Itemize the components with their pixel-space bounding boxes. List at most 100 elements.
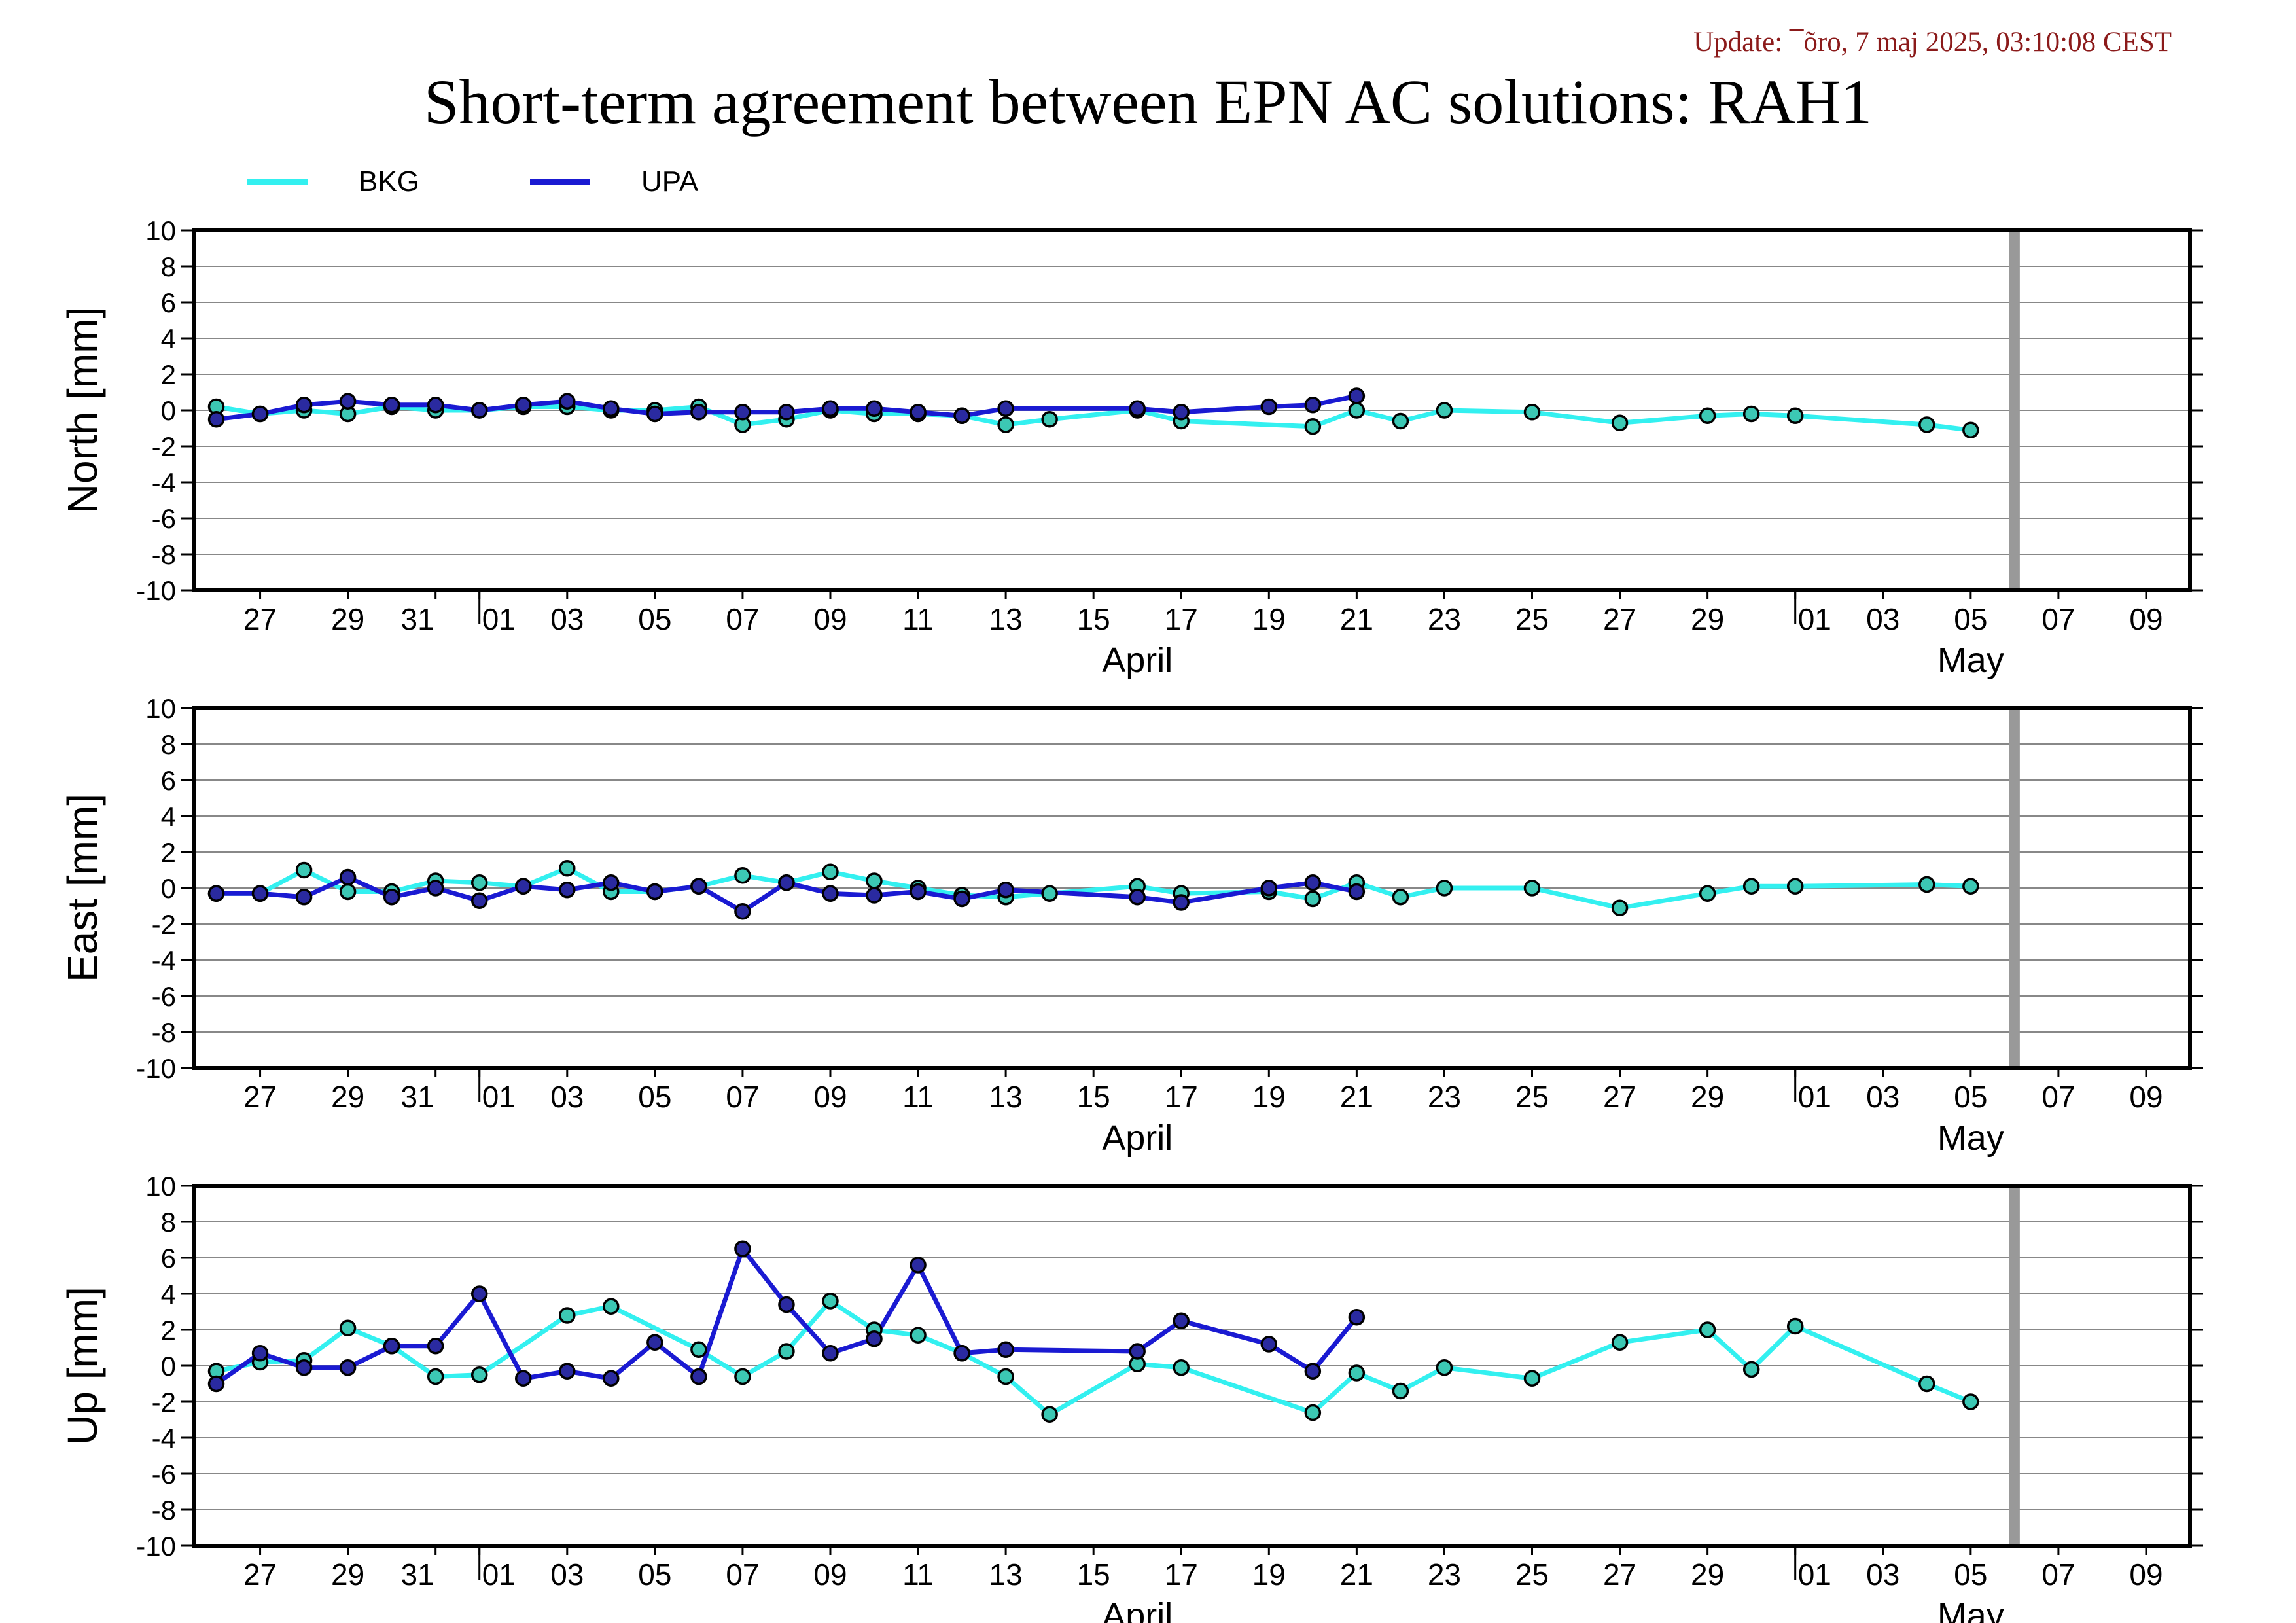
data-point-upa bbox=[207, 411, 225, 428]
data-point-upa bbox=[690, 404, 707, 421]
x-tick-label: 01 bbox=[1798, 1080, 1831, 1114]
data-point-bkg bbox=[822, 1293, 839, 1310]
data-point-upa bbox=[734, 1240, 751, 1257]
data-point-bkg bbox=[1699, 407, 1716, 424]
data-point-upa bbox=[866, 400, 883, 417]
data-point-upa bbox=[953, 890, 970, 908]
data-point-bkg bbox=[1742, 1361, 1760, 1378]
x-tick-label: 21 bbox=[1340, 602, 1373, 636]
data-point-upa bbox=[1129, 400, 1146, 417]
data-point-upa bbox=[1173, 1312, 1190, 1329]
x-tick-label: 07 bbox=[726, 1558, 759, 1592]
series-markers-upa bbox=[207, 387, 1366, 428]
data-point-upa bbox=[1348, 883, 1366, 901]
data-point-bkg bbox=[1786, 878, 1804, 895]
data-point-upa bbox=[251, 1345, 269, 1362]
data-point-upa bbox=[1304, 874, 1322, 891]
x-tick-label: 27 bbox=[1603, 1080, 1636, 1114]
x-tick-label: 01 bbox=[482, 1558, 516, 1592]
data-point-upa bbox=[470, 1285, 488, 1302]
x-tick-label: 09 bbox=[2129, 1080, 2163, 1114]
x-tick-label: 09 bbox=[813, 1080, 847, 1114]
data-point-upa bbox=[1260, 1336, 1278, 1353]
y-axis: 10 8 6 4 2 0 -2 -4 -6 -8 -10 North [mm] bbox=[59, 215, 2203, 606]
x-tick-label: 15 bbox=[1077, 602, 1110, 636]
data-point-upa bbox=[383, 1338, 400, 1355]
data-point-upa bbox=[1260, 880, 1278, 897]
x-tick-label: 17 bbox=[1165, 602, 1198, 636]
data-point-bkg bbox=[1304, 1404, 1322, 1421]
data-point-upa bbox=[514, 397, 532, 414]
data-point-bkg bbox=[1436, 1359, 1453, 1376]
x-tick-label: 09 bbox=[813, 1558, 847, 1592]
y-tick-label: -4 bbox=[152, 945, 176, 976]
data-point-bkg bbox=[1611, 414, 1629, 431]
x-tick-label: 15 bbox=[1077, 1558, 1110, 1592]
x-tick-label: 17 bbox=[1165, 1080, 1198, 1114]
data-point-upa bbox=[1260, 398, 1278, 416]
data-point-upa bbox=[1173, 894, 1190, 911]
data-point-upa bbox=[383, 397, 400, 414]
data-point-upa bbox=[690, 878, 707, 895]
data-point-upa bbox=[603, 400, 620, 417]
data-point-bkg bbox=[295, 861, 313, 879]
data-point-bkg bbox=[997, 416, 1014, 433]
y-tick-label: -2 bbox=[152, 909, 176, 940]
data-point-upa bbox=[207, 885, 225, 902]
data-point-upa bbox=[559, 1363, 576, 1380]
data-point-bkg bbox=[1611, 899, 1629, 916]
data-point-bkg bbox=[1173, 1359, 1190, 1376]
data-point-upa bbox=[997, 1341, 1014, 1358]
data-point-bkg bbox=[1348, 402, 1366, 419]
x-tick-label: 11 bbox=[902, 602, 934, 636]
y-tick-label: -6 bbox=[152, 503, 176, 534]
x-tick-label: 03 bbox=[1866, 1080, 1899, 1114]
series-line-bkg bbox=[216, 866, 1971, 910]
x-tick-label: 07 bbox=[2041, 602, 2075, 636]
y-tick-label: 10 bbox=[145, 1171, 176, 1202]
x-axis: 27 29 31 01 03 05 07 09 11 13 15 17 19 21 23 25 27 29 01 03… bbox=[243, 1546, 2163, 1623]
data-point-upa bbox=[427, 397, 444, 414]
chart-title: Short-term agreement between EPN AC solu… bbox=[423, 67, 1872, 137]
y-tick-label: -4 bbox=[152, 1423, 176, 1454]
data-point-bkg bbox=[1523, 404, 1541, 421]
y-tick-label: -10 bbox=[136, 1053, 176, 1084]
data-point-upa bbox=[559, 393, 576, 410]
legend-label-bkg: BKG bbox=[359, 166, 419, 198]
month-label: April bbox=[1102, 1596, 1173, 1623]
data-point-upa bbox=[603, 1370, 620, 1387]
data-point-upa bbox=[1304, 1363, 1322, 1380]
grid-lines bbox=[194, 1221, 2190, 1510]
data-point-bkg bbox=[1304, 890, 1322, 908]
data-point-bkg bbox=[690, 1341, 707, 1358]
x-tick-label: 25 bbox=[1515, 1558, 1549, 1592]
legend-entry-upa: UPA bbox=[530, 166, 699, 198]
data-point-bkg bbox=[1962, 1393, 1979, 1410]
x-tick-label: 19 bbox=[1252, 602, 1286, 636]
x-tick-label: 01 bbox=[1798, 602, 1831, 636]
x-tick-label: 31 bbox=[401, 1558, 434, 1592]
x-tick-label: 29 bbox=[1691, 1080, 1724, 1114]
x-tick-label: 31 bbox=[401, 1080, 434, 1114]
data-point-bkg bbox=[822, 863, 839, 880]
x-tick-label: 09 bbox=[2129, 1558, 2163, 1592]
x-tick-label: 17 bbox=[1165, 1558, 1198, 1592]
x-tick-label: 25 bbox=[1515, 1080, 1549, 1114]
x-tick-label: 09 bbox=[813, 602, 847, 636]
x-tick-label: 07 bbox=[2041, 1558, 2075, 1592]
x-tick-label: 03 bbox=[550, 602, 584, 636]
data-point-upa bbox=[997, 882, 1014, 899]
y-tick-label: 4 bbox=[161, 323, 176, 354]
y-tick-label: -8 bbox=[152, 539, 176, 570]
month-label: April bbox=[1102, 641, 1173, 680]
data-point-bkg bbox=[1742, 878, 1760, 895]
data-point-bkg bbox=[910, 1327, 927, 1344]
chart-panel-1: 10 8 6 4 2 0 -2 -4 -6 -8 -10 North [mm] 27 29 31 01 03 05… bbox=[59, 215, 2203, 680]
data-point-bkg bbox=[1392, 889, 1409, 906]
x-tick-label: 15 bbox=[1077, 1080, 1110, 1114]
month-label: May bbox=[1937, 1596, 2004, 1623]
y-tick-label: 8 bbox=[161, 1207, 176, 1238]
x-tick-label: 27 bbox=[1603, 602, 1636, 636]
y-tick-label: 8 bbox=[161, 729, 176, 760]
